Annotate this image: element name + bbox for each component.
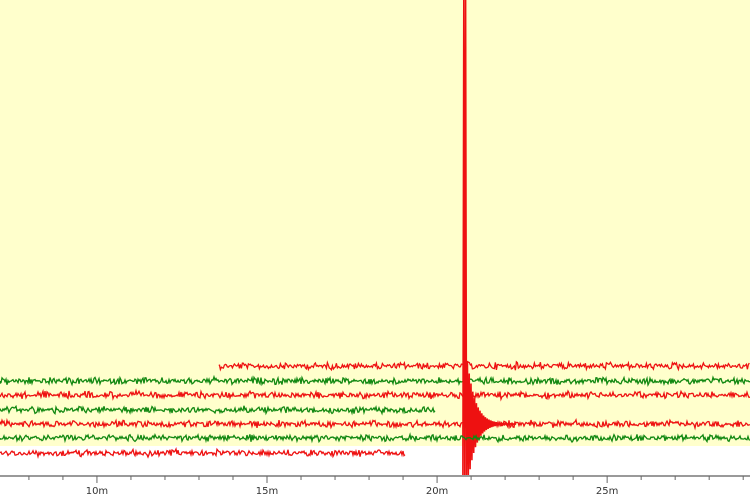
trace-3 xyxy=(0,388,750,402)
trace-5 xyxy=(0,417,750,431)
trace-7 xyxy=(0,446,406,460)
trace-1 xyxy=(218,360,750,372)
x-tick-label: 15m xyxy=(256,486,278,497)
event-spike xyxy=(462,0,517,477)
x-tick-label: 25m xyxy=(596,486,618,497)
trace-4 xyxy=(0,404,436,416)
x-tick-label: 10m xyxy=(86,486,108,497)
plot-background xyxy=(0,0,750,446)
x-tick-label: 20m xyxy=(426,486,448,497)
trace-2 xyxy=(0,374,750,388)
trace-6 xyxy=(0,432,750,444)
